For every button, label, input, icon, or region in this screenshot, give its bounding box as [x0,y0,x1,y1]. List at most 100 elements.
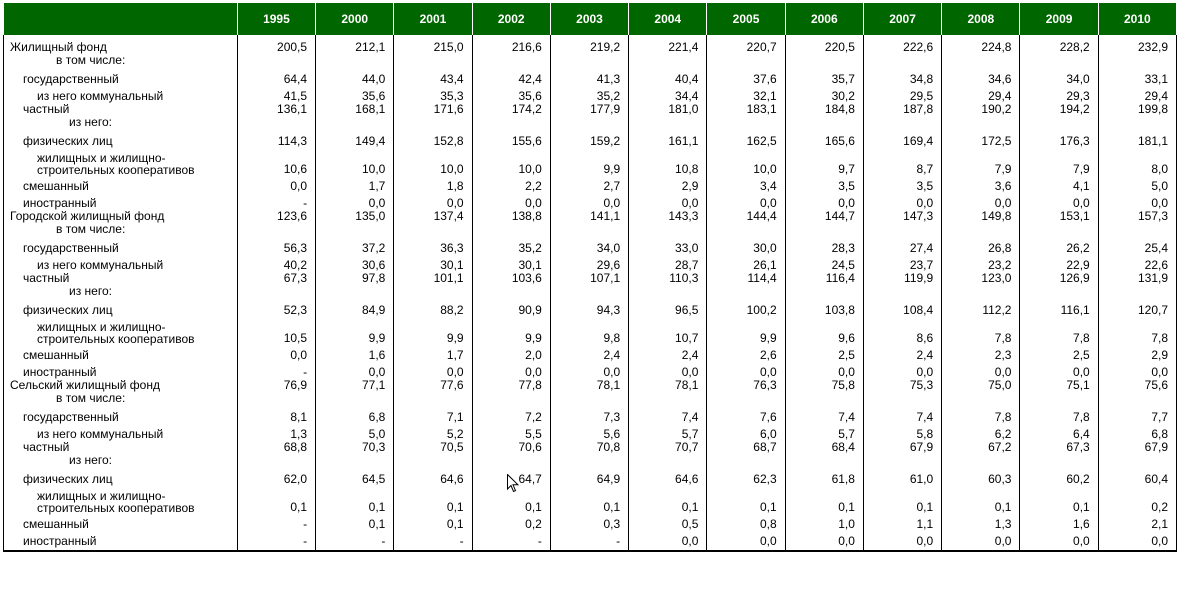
value-cell: 2,7 [549,176,630,193]
value-cell: 199,8 [1097,103,1178,131]
value-cell: 52,3 [236,300,317,317]
value-cell: 7,4 [784,407,864,424]
row-label: государственный [23,410,119,424]
value-cell: 75,3 [862,379,943,407]
value-cell: 0,1 [706,486,786,514]
value-cell: 6,2 [941,424,1021,441]
value-cell: 10,7 [628,317,708,345]
value-cell: 149,8 [941,210,1021,238]
year-header: 2010 [1097,3,1178,35]
year-header: 2004 [628,3,708,35]
value-cell: 10,6 [236,148,317,176]
value-cell: 2,5 [784,345,864,362]
value-cell: 10,8 [628,148,708,176]
table-row: физических лиц 114,3 149,4 152,8 155,6 159,2 1… [3,131,1178,148]
row-sublabel: из него: [69,284,112,298]
value-cell: 172,5 [941,131,1021,148]
value-cell: 75,8 [784,379,864,407]
value-cell: 123,6 [236,210,317,238]
value-cell: 1,6 [315,345,395,362]
value-cell: 152,8 [393,131,473,148]
value-cell: 60,3 [941,469,1021,486]
value-cell: 5,7 [628,424,708,441]
header-corner-cell [3,3,238,35]
value-cell: 0,0 [941,362,1021,379]
value-cell: 70,8 [549,441,630,469]
table-row: жилищных и жилищно-строительных кооперат… [3,486,1178,515]
value-cell: 34,0 [549,238,630,255]
value-cell: 8,0 [1097,148,1178,176]
value-cell: 78,1 [628,379,708,407]
value-cell: 215,0 [393,35,473,69]
value-cell: 36,3 [393,238,473,255]
value-cell: 0,1 [393,486,473,514]
value-cell: 5,5 [471,424,551,441]
row-label-cell: смешанный [3,345,238,362]
value-cell: 155,6 [471,131,551,148]
value-cell: 33,0 [628,238,708,255]
value-cell: 2,4 [549,345,630,362]
value-cell: 3,4 [706,176,786,193]
value-cell: 0,0 [1097,531,1178,552]
table-row: иностранный - - - - -0,0 0,0 0,0 0,0 0,0 0,0 0,0 [3,531,1178,552]
row-label: жилищных и жилищно-строительных кооперат… [37,489,195,515]
value-cell: 9,8 [549,317,630,345]
value-cell: 0,0 [628,362,708,379]
value-cell: 161,1 [628,131,708,148]
value-cell: 7,1 [393,407,473,424]
table-row: смешанный 0,0 1,7 1,8 2,2 2,7 2,9 3,4 3,5 3,5 3,6 4… [3,176,1178,193]
value-cell: 30,6 [315,255,395,272]
value-cell: 101,1 [393,272,473,300]
value-cell: 0,0 [549,193,630,210]
value-cell: 10,5 [236,317,317,345]
row-label-cell: иностранный [3,531,238,552]
value-cell: 2,1 [1097,514,1178,531]
row-label: физических лиц [23,472,113,486]
value-cell: 0,1 [236,486,317,514]
row-label-cell: жилищных и жилищно-строительных кооперат… [3,148,238,176]
value-cell: 162,5 [706,131,786,148]
value-cell: 6,8 [1097,424,1178,441]
row-sublabel: в том числе: [56,53,126,67]
value-cell: 0,0 [862,193,943,210]
value-cell: 88,2 [393,300,473,317]
row-label: из него коммунальный [37,89,164,103]
value-cell: 116,4 [784,272,864,300]
value-cell: 9,9 [549,148,630,176]
value-cell: 43,4 [393,69,473,86]
table-row: из него коммунальный 41,5 35,6 35,3 35,6 35,2… [3,86,1178,103]
value-cell: 0,2 [471,514,551,531]
row-sublabel: из него: [69,453,112,467]
row-label: физических лиц [23,134,113,148]
value-cell: 0,0 [549,362,630,379]
value-cell: 10,0 [315,148,395,176]
value-cell: 1,3 [941,514,1021,531]
value-cell: 7,8 [1019,407,1099,424]
row-label-cell: частный из него: [3,272,238,300]
value-cell: 147,3 [862,210,943,238]
year-header: 1995 [236,3,317,35]
table-row: иностранный -0,0 0,0 0,0 0,0 0,0 0,0 0,0 0,0 0,0 0… [3,193,1178,210]
value-cell: 1,0 [784,514,864,531]
value-cell: 153,1 [1019,210,1099,238]
value-cell: 220,5 [784,35,864,69]
value-cell: 0,0 [393,362,473,379]
value-cell: 44,0 [315,69,395,86]
value-cell: 23,7 [862,255,943,272]
table-row: физических лиц 52,3 84,9 88,2 90,9 94,3 96,5 10… [3,300,1178,317]
row-label: иностранный [23,534,97,548]
row-label-cell: физических лиц [3,469,238,486]
value-cell: 0,0 [706,362,786,379]
housing-stock-table-container: 1995 2000 2001 2002 2003 2004 2005 2006 … [3,3,1178,552]
value-cell: 7,8 [941,407,1021,424]
value-cell: - [236,193,317,210]
table-body: Жилищный фонд в том числе: 200,5 212,1 215,0… [3,35,1178,552]
value-cell: 9,9 [393,317,473,345]
value-cell: 67,9 [862,441,943,469]
value-cell: 0,1 [628,486,708,514]
value-cell: 67,2 [941,441,1021,469]
value-cell: 26,8 [941,238,1021,255]
value-cell: 35,2 [549,86,630,103]
value-cell: 103,6 [471,272,551,300]
value-cell: 40,2 [236,255,317,272]
